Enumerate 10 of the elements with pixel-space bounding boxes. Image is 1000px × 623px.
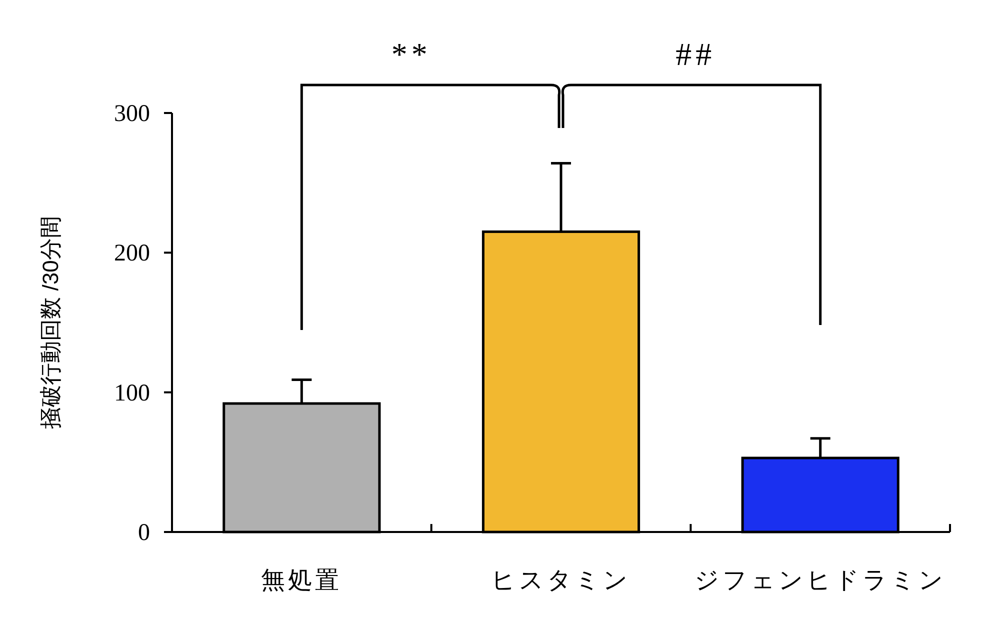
text: ## <box>676 36 716 72</box>
y-tick-label: 0 <box>138 520 150 546</box>
y-tick-label: 300 <box>114 101 150 127</box>
y-tick-label: 200 <box>114 240 150 267</box>
x-tick-label: ヒスタミン <box>491 567 631 594</box>
x-tick-label: 無処置 <box>261 567 342 594</box>
text: ** <box>391 36 432 72</box>
y-axis-title: 掻破行動回数 /30分間 <box>38 216 63 429</box>
y-tick-label: 100 <box>114 380 150 406</box>
x-tick-label: ジフェンヒドラミン <box>694 567 946 594</box>
